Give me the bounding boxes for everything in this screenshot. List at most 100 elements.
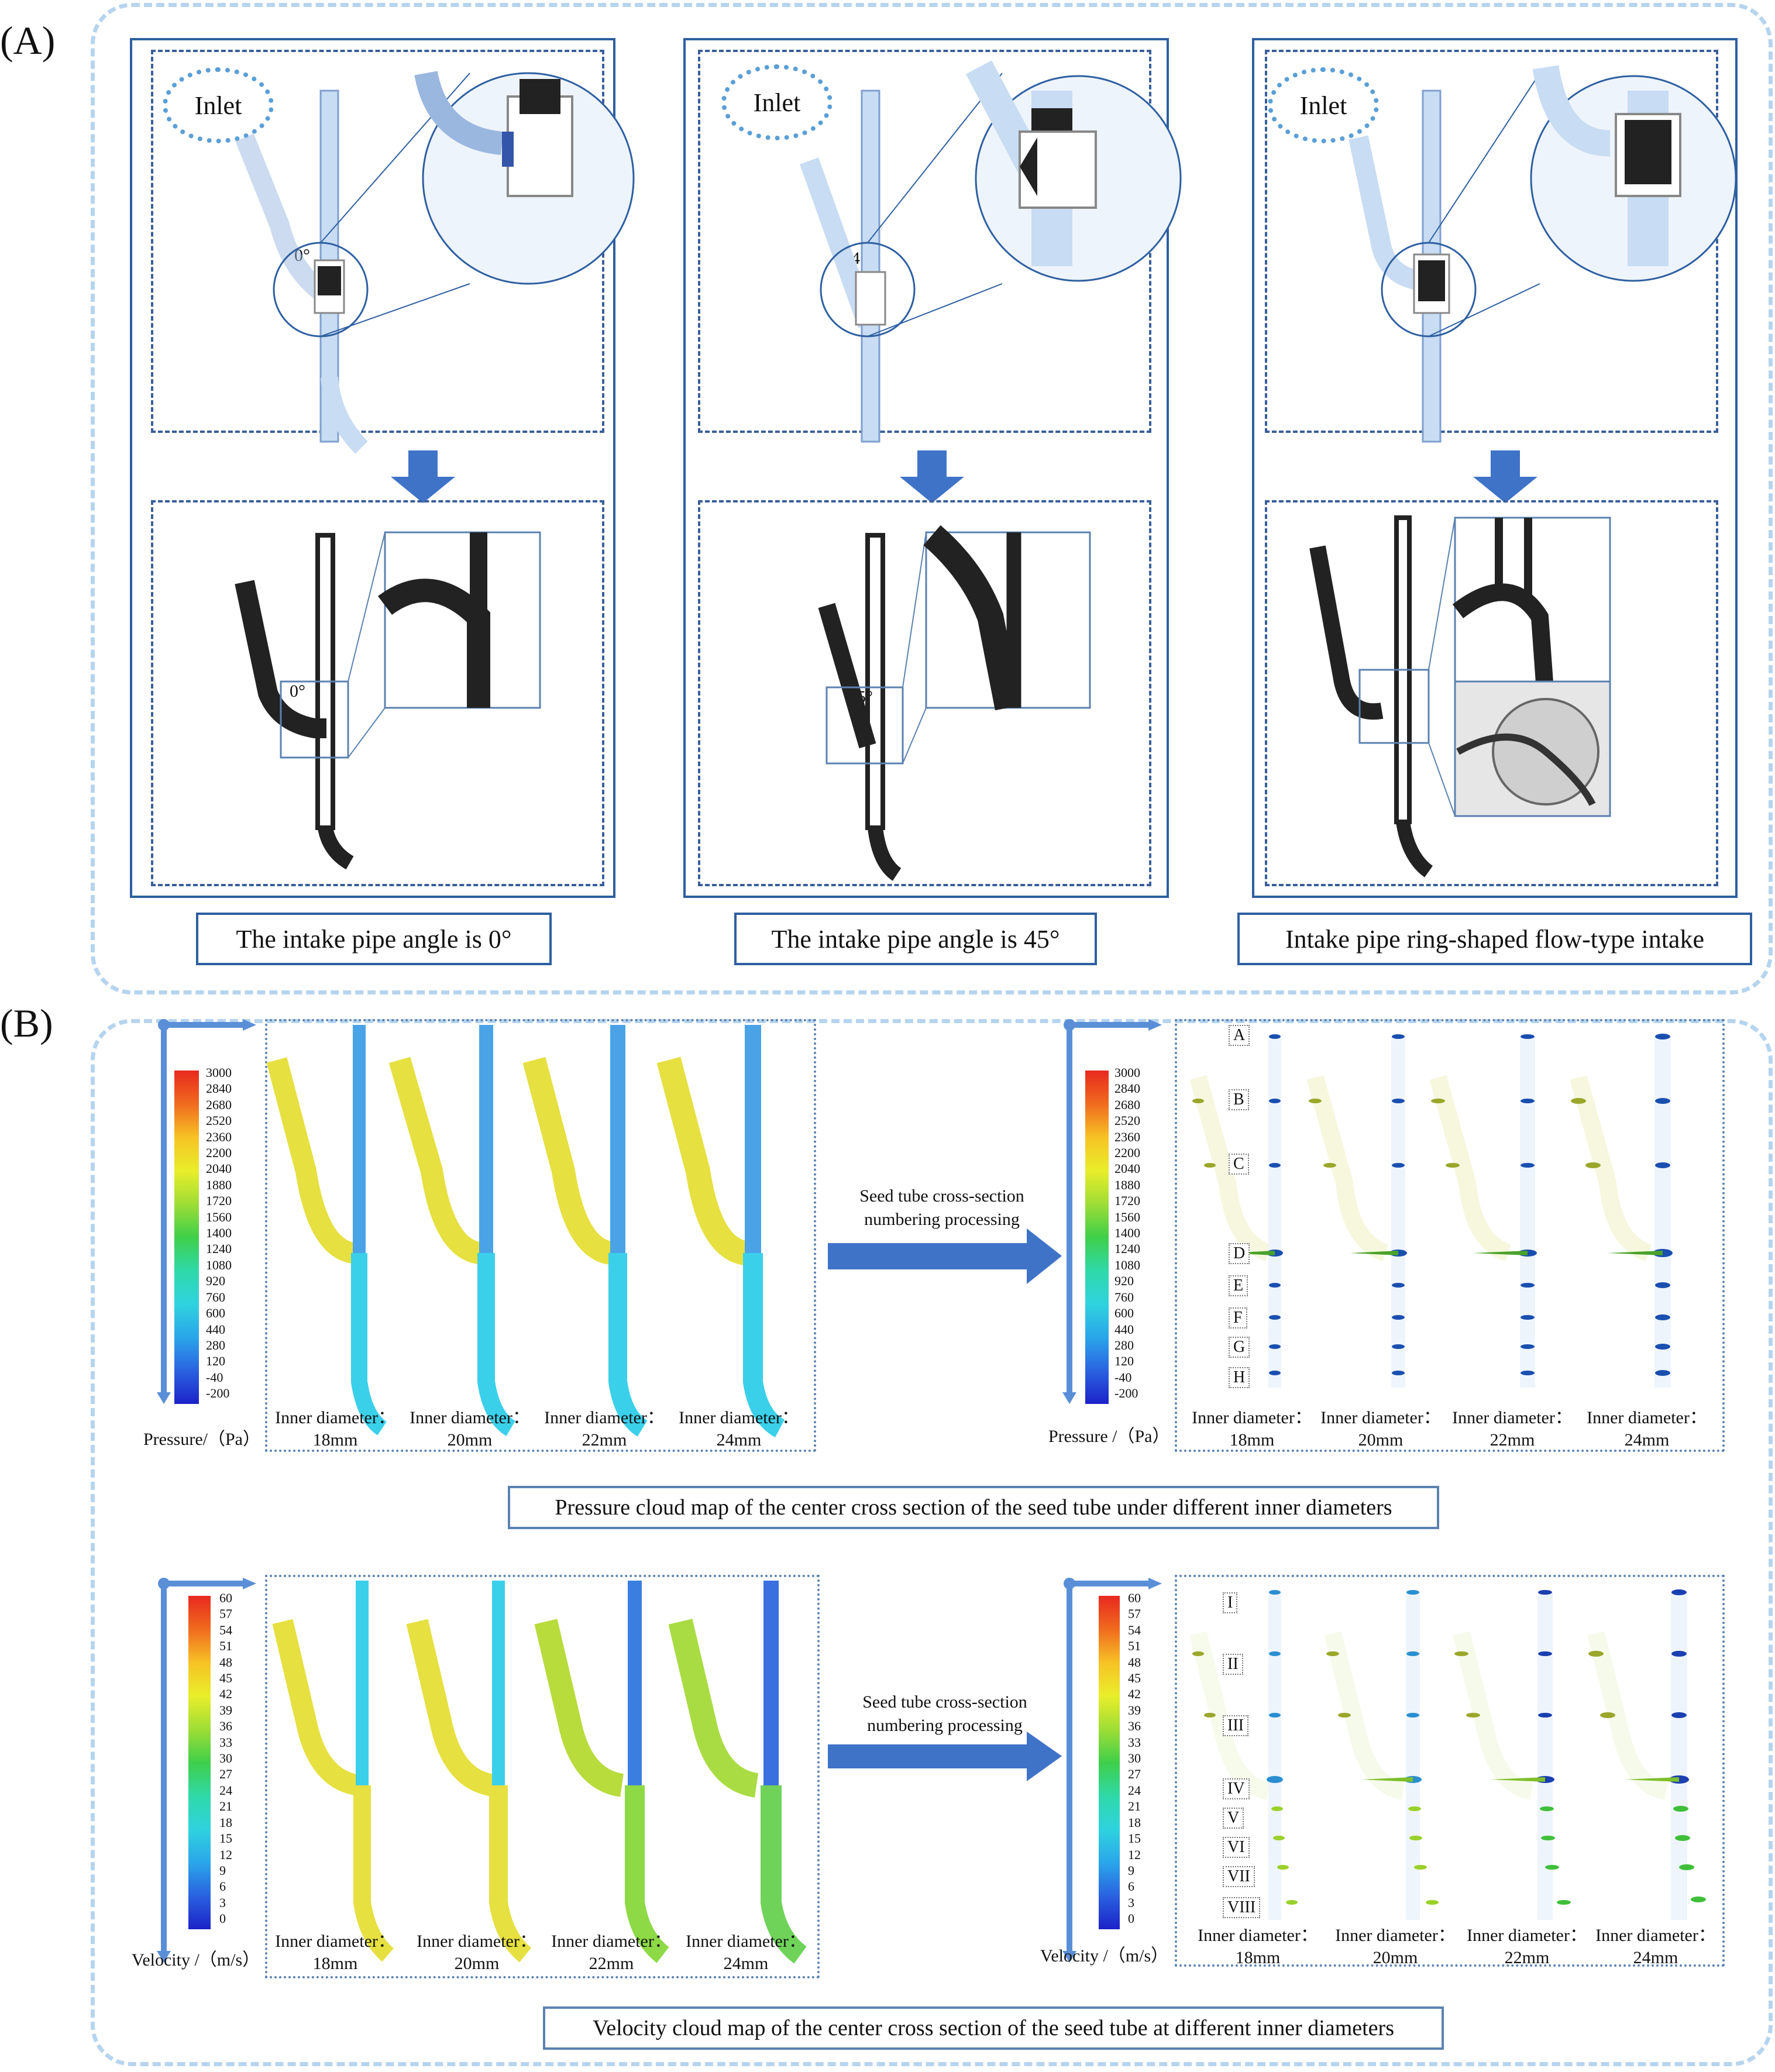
diameter-label-22-v: Inner diameter： 22mm	[544, 1930, 679, 1975]
tick: 3	[1128, 1895, 1134, 1910]
panel-b-frame	[91, 1019, 1773, 2066]
tick: 36	[1128, 1719, 1141, 1734]
tick: 42	[219, 1686, 232, 1702]
diameter-label-24-v: Inner diameter： 24mm	[679, 1930, 813, 1975]
velocity-tube-24	[668, 1581, 807, 1964]
tick: 2520	[1114, 1113, 1140, 1128]
tick: 2200	[1114, 1145, 1140, 1161]
section-label-I: I	[1223, 1592, 1238, 1613]
pressure-contour-box	[265, 1019, 816, 1452]
tick: 48	[219, 1654, 232, 1670]
tick: -40	[206, 1369, 223, 1385]
tick: 57	[219, 1606, 232, 1622]
tick: 9	[1128, 1863, 1134, 1878]
diameter-value: 20mm	[447, 1430, 493, 1450]
pressure-ticks-right: 3000 2840 2680 2520 2360 2200 2040 1880 …	[1114, 1065, 1140, 1402]
tick: 0	[1128, 1911, 1134, 1926]
tick: 33	[1128, 1734, 1141, 1750]
tick: 440	[1114, 1321, 1134, 1337]
diameter-label-22-vr: Inner diameter： 22mm	[1457, 1925, 1597, 1969]
tick: 12	[219, 1847, 232, 1862]
pressure-sections	[1189, 1034, 1673, 1388]
tick: 1400	[1114, 1226, 1140, 1241]
pressure-colorbar-left	[174, 1071, 199, 1404]
diameter-value: 22mm	[1504, 1948, 1550, 1967]
tick: 2200	[206, 1145, 232, 1161]
arrow-line: Seed tube cross-section	[862, 1692, 1027, 1712]
velocity-unit-right: Velocity /（m/s）	[1040, 1946, 1169, 1966]
tick: 120	[1114, 1354, 1134, 1369]
tick: 15	[219, 1831, 232, 1846]
streamline-0	[235, 531, 541, 870]
section-label-E: E	[1229, 1275, 1248, 1296]
tick: 39	[1128, 1702, 1141, 1718]
pressure-contours	[266, 1025, 785, 1437]
streamline-45	[818, 525, 1091, 881]
tick: 6	[219, 1879, 226, 1894]
velocity-colorbar-right	[1099, 1596, 1120, 1929]
tick: 760	[1114, 1289, 1134, 1305]
model-box-ring	[1265, 50, 1718, 433]
tick: 30	[1128, 1751, 1141, 1766]
diameter-text: Inner diameter：	[417, 1932, 537, 1951]
velocity-axes-right	[1062, 1578, 1162, 1963]
velocity-sections-box	[1175, 1575, 1725, 1967]
velocity-contours	[272, 1581, 807, 1964]
section-label-G: G	[1229, 1337, 1250, 1358]
section-label-B: B	[1229, 1089, 1249, 1110]
diameter-value: 24mm	[1624, 1430, 1670, 1450]
arrow-line: Seed tube cross-section	[859, 1186, 1024, 1206]
velocity-ticks-left: 60 57 54 51 48 45 42 39 36 33 30 27 24 2…	[219, 1590, 232, 1927]
diameter-text: Inner diameter：	[1467, 1926, 1587, 1945]
tick: 1560	[206, 1209, 232, 1224]
streamline-box-ring	[1265, 500, 1718, 886]
caption-angle-45: The intake pipe angle is 45°	[734, 913, 1097, 965]
panel-a-frame	[91, 3, 1773, 994]
tick: 60	[219, 1591, 232, 1605]
diameter-label-20: Inner diameter： 20mm	[403, 1407, 537, 1451]
diameter-value: 20mm	[454, 1954, 500, 1973]
down-arrow-45	[900, 450, 964, 503]
diameter-value: 20mm	[1372, 1948, 1418, 1967]
tick: 27	[219, 1767, 232, 1782]
velocity-sections	[1189, 1589, 1706, 1920]
tick: 1080	[206, 1257, 232, 1272]
section-label-F: F	[1229, 1307, 1247, 1328]
tick: 1400	[206, 1226, 232, 1241]
section-label-VIII: VIII	[1223, 1897, 1261, 1918]
diameter-label-24: Inner diameter： 24mm	[672, 1407, 806, 1451]
diameter-label-22: Inner diameter： 22mm	[537, 1407, 672, 1451]
velocity-arrow-text: Seed tube cross-section numbering process…	[831, 1691, 1059, 1737]
tick: 30	[219, 1751, 232, 1766]
tick: 57	[1128, 1606, 1141, 1622]
tick: 54	[1128, 1622, 1141, 1637]
diameter-text: Inner diameter：	[1320, 1408, 1441, 1427]
tick: 12	[1128, 1847, 1141, 1862]
column-angle-0	[130, 38, 615, 898]
tick: 60	[1128, 1591, 1141, 1605]
section-label-III: III	[1223, 1715, 1248, 1736]
tick: 2360	[206, 1129, 232, 1144]
section-label-VI: VI	[1223, 1837, 1250, 1858]
velocity-ticks-right: 60 57 54 51 48 45 42 39 36 33 30 27 24 2…	[1128, 1590, 1141, 1927]
inlet-bubble: Inlet	[163, 67, 274, 143]
section-label-VII: VII	[1223, 1866, 1255, 1887]
tick: 6	[1128, 1879, 1134, 1894]
seed-tube-model-ring	[1349, 65, 1737, 443]
caption-ring-intake: Intake pipe ring-shaped flow-type intake	[1237, 913, 1752, 965]
tick: -200	[1114, 1386, 1138, 1401]
pressure-unit-right: Pressure /（Pa）	[1048, 1427, 1170, 1446]
diameter-text: Inner diameter：	[1198, 1926, 1318, 1945]
tick: 1560	[1114, 1209, 1140, 1224]
inlet-bubble-45: Inlet	[721, 64, 833, 140]
diameter-label-20-vr: Inner diameter： 20mm	[1325, 1925, 1466, 1969]
diameter-label-22-r: Inner diameter： 22mm	[1442, 1407, 1583, 1451]
seed-tube-model-0	[235, 70, 635, 454]
tick: 920	[206, 1274, 225, 1289]
section-label-H: H	[1229, 1367, 1250, 1388]
tick: 2040	[1114, 1161, 1140, 1176]
tick: 2680	[206, 1097, 232, 1112]
tick: 760	[206, 1289, 225, 1305]
velocity-tube-22	[534, 1581, 669, 1963]
diameter-label-24-vr: Inner diameter： 24mm	[1591, 1925, 1720, 1969]
